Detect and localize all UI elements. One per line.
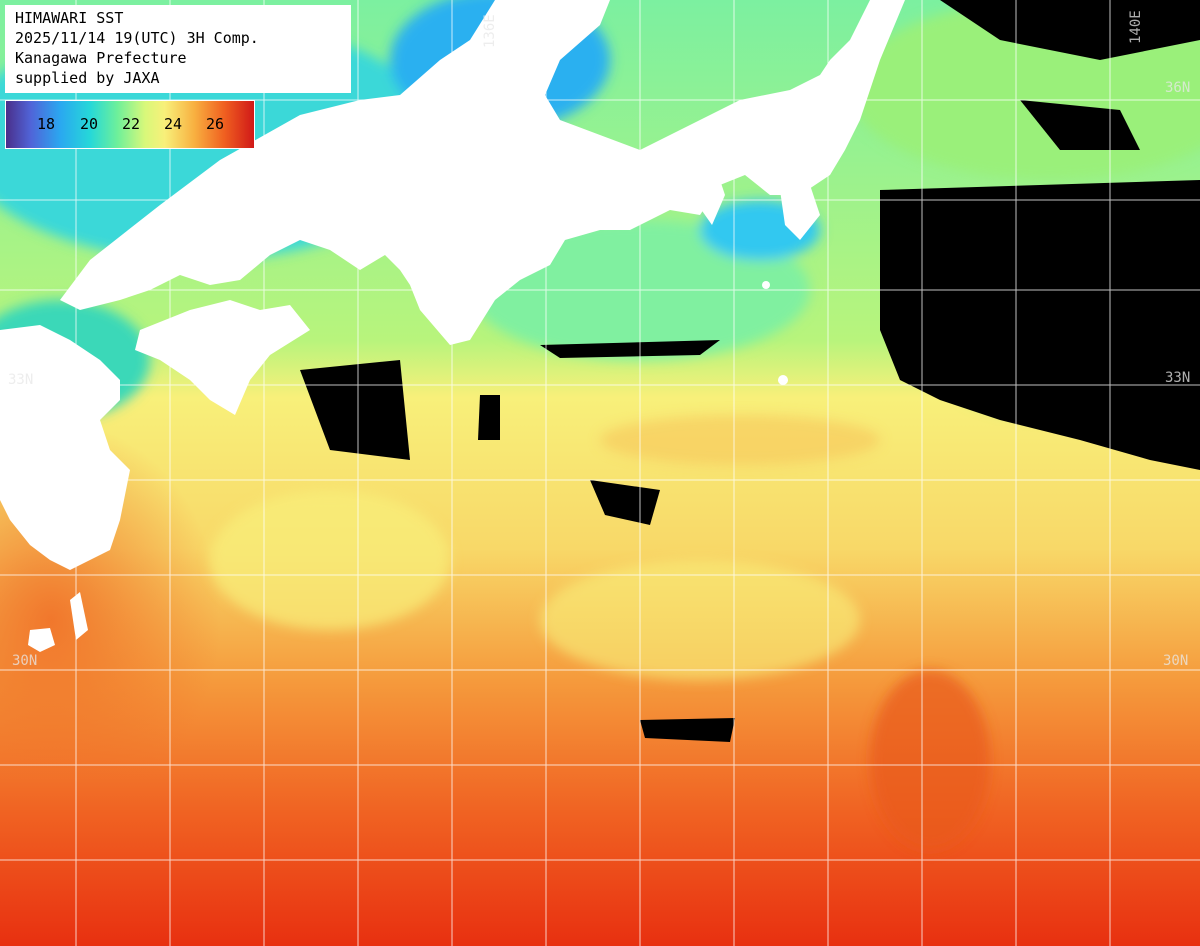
title-line-prefecture: Kanagawa Prefecture	[15, 49, 187, 67]
legend-tick-22: 22	[121, 115, 141, 133]
lat-label-33n: 33N	[1165, 370, 1191, 386]
legend-tick-24: 24	[163, 115, 183, 133]
sst-patches	[210, 415, 990, 850]
lat-label-36n: 36N	[1165, 80, 1191, 96]
legend-tick-18: 18	[36, 115, 56, 133]
title-line-supplier: supplied by JAXA	[15, 69, 160, 87]
lat-label-30n-right: 30N	[1163, 653, 1189, 669]
title-line-datetime: 2025/11/14 19(UTC) 3H Comp.	[15, 29, 259, 47]
lon-label-140e: 140E	[1128, 10, 1144, 44]
lon-label-136e: 136E	[482, 14, 498, 48]
title-line-product: HIMAWARI SST	[15, 9, 124, 27]
land	[0, 0, 905, 652]
legend-tick-26: 26	[205, 115, 225, 133]
sst-color-legend: 18 20 22 24 26	[5, 100, 255, 149]
lat-label-33n-left: 33N	[8, 372, 34, 388]
lat-label-30n-left: 30N	[12, 653, 38, 669]
legend-tick-20: 20	[79, 115, 99, 133]
title-box: HIMAWARI SST 2025/11/14 19(UTC) 3H Comp.…	[5, 5, 351, 93]
